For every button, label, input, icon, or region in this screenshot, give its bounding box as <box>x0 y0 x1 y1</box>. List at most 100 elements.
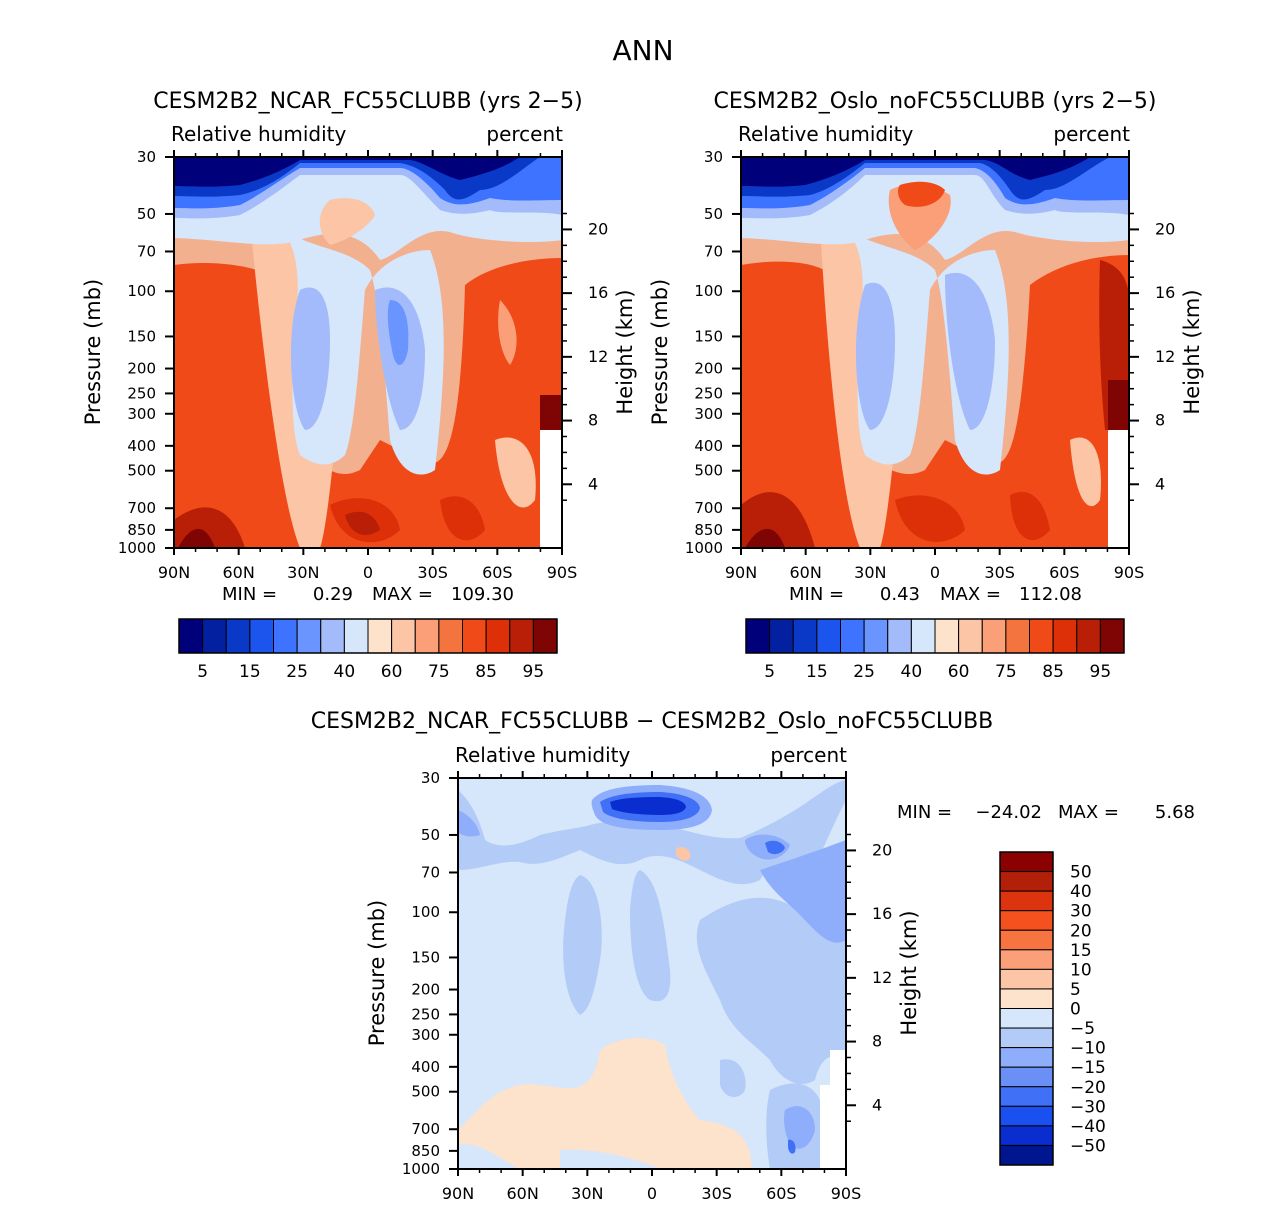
y-axis-title: Pressure (mb) <box>365 900 389 1047</box>
colorbar <box>178 618 558 654</box>
x-tick-label: 90S <box>831 1184 862 1203</box>
colorbar-swatch <box>981 618 1007 654</box>
panel-right: CESM2B2_Oslo_noFC55CLUBB (yrs 2−5) Relat… <box>648 89 1204 682</box>
colorbar-swatch <box>999 890 1054 912</box>
min-label: MIN = <box>897 802 952 823</box>
colorbar-swatch <box>999 871 1054 892</box>
colorbar-swatch <box>999 910 1054 931</box>
colorbar-swatch <box>999 1086 1054 1107</box>
colorbar-swatch <box>1052 618 1078 654</box>
contour-field <box>458 780 846 1169</box>
colorbar-label: 5 <box>764 662 775 682</box>
panel-left: CESM2B2_NCAR_FC55CLUBB (yrs 2−5) Relativ… <box>81 89 637 682</box>
y-axis: 30 50 70 100 150 200 250 300 400 500 700… <box>118 148 156 557</box>
x-axis: 90N 60N 30N 0 30S 60S 90S <box>158 563 577 582</box>
max-value: 109.30 <box>451 584 514 605</box>
colorbar-swatch <box>999 949 1054 970</box>
stats: MIN = −24.02 MAX = 5.68 <box>897 802 1195 823</box>
y-tick-label: 1000 <box>118 539 156 557</box>
y-tick-label: 200 <box>694 360 723 378</box>
colorbar-label: 30 <box>1070 902 1092 922</box>
colorbar-swatch <box>999 968 1054 990</box>
colorbar-swatch <box>863 618 889 654</box>
height-tick-label: 4 <box>588 474 598 493</box>
y-tick-label: 150 <box>127 327 156 345</box>
y-tick-label: 850 <box>411 1142 440 1160</box>
y-axis-title: Pressure (mb) <box>648 279 672 426</box>
y-tick-label: 400 <box>127 437 156 455</box>
colorbar-label: 15 <box>806 662 828 682</box>
colorbar-swatch <box>999 1047 1054 1068</box>
stats: MIN = 0.29 MAX = 109.30 <box>222 584 514 605</box>
x-axis: 90N 60N 30N 0 30S 60S 90S <box>442 1184 861 1203</box>
colorbar-swatch <box>958 618 983 654</box>
colorbar-swatch <box>202 618 227 654</box>
max-label: MAX = <box>940 584 1001 605</box>
y2-axis-title: Height (km) <box>613 289 637 414</box>
x-tick-label: 30N <box>287 563 319 582</box>
colorbar-swatch <box>509 618 534 654</box>
x-tick-label: 30S <box>417 563 448 582</box>
y-tick-label: 30 <box>137 148 156 166</box>
colorbar-label: 5 <box>1070 980 1081 1000</box>
y-tick-label: 250 <box>694 384 723 402</box>
colorbar-swatch <box>816 618 841 654</box>
height-tick-label: 16 <box>872 904 892 923</box>
colorbar-swatch <box>296 618 322 654</box>
y-tick-label: 300 <box>694 405 723 423</box>
colorbar-label: −5 <box>1070 1019 1095 1039</box>
colorbar <box>999 851 1054 1166</box>
colorbar-labels: 5 15 25 40 60 75 85 95 <box>764 662 1111 682</box>
y-tick-label: 50 <box>421 826 440 844</box>
min-value: −24.02 <box>975 802 1042 823</box>
x-tick-label: 60S <box>766 1184 797 1203</box>
y-tick-label: 1000 <box>402 1160 440 1178</box>
y2-axis: 20 16 12 8 4 <box>872 840 892 1114</box>
y-tick-label: 700 <box>127 499 156 517</box>
x-tick-label: 60N <box>790 563 822 582</box>
height-tick-label: 8 <box>588 411 598 430</box>
y-tick-label: 200 <box>127 360 156 378</box>
variable-label: Relative humidity <box>171 122 346 146</box>
x-tick-label: 0 <box>363 563 373 582</box>
colorbar-label: 60 <box>948 662 970 682</box>
y-tick-label: 500 <box>411 1083 440 1101</box>
y-tick-label: 70 <box>704 242 723 260</box>
units-label: percent <box>1053 122 1130 146</box>
x-tick-label: 90S <box>547 563 578 582</box>
colorbar-label: 25 <box>286 662 308 682</box>
stats: MIN = 0.43 MAX = 112.08 <box>789 584 1082 605</box>
min-value: 0.29 <box>313 584 353 605</box>
height-tick-label: 12 <box>588 347 608 366</box>
max-label: MAX = <box>372 584 433 605</box>
height-tick-label: 4 <box>872 1095 882 1114</box>
y-tick-label: 400 <box>694 437 723 455</box>
colorbar-frame <box>178 618 558 654</box>
colorbar-label: 95 <box>1090 662 1112 682</box>
variable-label: Relative humidity <box>455 743 630 767</box>
x-tick-label: 90N <box>725 563 757 582</box>
x-tick-label: 30S <box>984 563 1015 582</box>
units-label: percent <box>770 743 847 767</box>
colorbar-swatch <box>273 618 298 654</box>
height-tick-label: 20 <box>588 219 608 238</box>
colorbar-swatch <box>1005 618 1030 654</box>
colorbar-label: 85 <box>475 662 497 682</box>
colorbar-label: −40 <box>1070 1117 1106 1137</box>
colorbar-label: 40 <box>334 662 356 682</box>
colorbar-label: −30 <box>1070 1097 1106 1117</box>
height-tick-label: 4 <box>1155 474 1165 493</box>
height-tick-label: 16 <box>588 283 608 302</box>
colorbar-label: 0 <box>1070 1000 1081 1020</box>
colorbar <box>745 618 1125 654</box>
x-axis: 90N 60N 30N 0 30S 60S 90S <box>725 563 1144 582</box>
y-tick-label: 700 <box>411 1120 440 1138</box>
colorbar-labels: 50 40 30 20 15 10 5 0 −5 −10 −15 −20 −30… <box>1070 863 1106 1157</box>
panel-title: CESM2B2_NCAR_FC55CLUBB (yrs 2−5) <box>153 89 582 114</box>
height-tick-label: 20 <box>1155 219 1175 238</box>
colorbar-swatch <box>999 1066 1054 1088</box>
colorbar-label: 25 <box>853 662 875 682</box>
colorbar-label: 60 <box>381 662 403 682</box>
colorbar-swatch <box>792 618 818 654</box>
colorbar-labels: 5 15 25 40 60 75 85 95 <box>197 662 544 682</box>
